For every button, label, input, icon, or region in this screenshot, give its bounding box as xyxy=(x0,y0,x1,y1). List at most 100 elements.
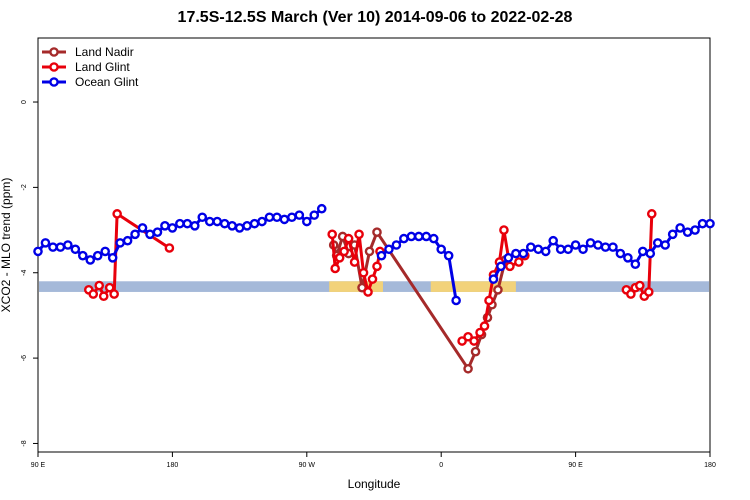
y-tick-label: 0 xyxy=(21,100,28,104)
data-point-land-glint xyxy=(635,280,645,291)
data-point-ocean-glint xyxy=(122,235,133,246)
data-point-ocean-glint xyxy=(204,216,215,227)
data-point-ocean-glint xyxy=(85,255,96,265)
series-land-glint xyxy=(83,209,657,346)
x-tick-label: 90 E xyxy=(31,462,46,469)
data-point-land-nadir xyxy=(493,285,503,295)
series-layer xyxy=(33,203,715,374)
data-point-ocean-glint xyxy=(294,210,305,220)
data-point-ocean-glint xyxy=(518,248,529,259)
data-point-ocean-glint xyxy=(645,248,656,259)
data-point-ocean-glint xyxy=(503,253,514,263)
data-point-ocean-glint xyxy=(175,218,185,229)
data-point-land-glint xyxy=(475,327,485,338)
data-point-ocean-glint xyxy=(167,223,178,233)
x-tick-label: 0 xyxy=(439,462,443,469)
data-point-ocean-glint xyxy=(488,274,499,284)
surface-band xyxy=(39,281,709,292)
data-point-ocean-glint xyxy=(189,220,200,231)
data-point-ocean-glint xyxy=(234,223,245,233)
data-point-land-glint xyxy=(484,295,494,306)
legend-label: Land Glint xyxy=(75,60,130,74)
data-point-ocean-glint xyxy=(100,246,110,257)
data-point-ocean-glint xyxy=(160,220,170,231)
legend-item-land-nadir: Land Nadir xyxy=(42,45,134,59)
data-point-land-glint xyxy=(505,261,515,272)
data-point-ocean-glint xyxy=(212,216,222,227)
data-point-land-nadir xyxy=(364,246,375,257)
data-point-ocean-glint xyxy=(638,246,648,257)
data-point-ocean-glint xyxy=(78,250,88,261)
data-point-ocean-glint xyxy=(630,259,641,270)
data-point-land-glint xyxy=(327,229,337,240)
data-point-ocean-glint xyxy=(570,240,581,250)
data-point-ocean-glint xyxy=(242,220,252,231)
data-point-land-glint xyxy=(98,291,109,302)
x-axis: 90 E 180 90 W 0 90 E 180 xyxy=(31,452,716,469)
data-point-ocean-glint xyxy=(107,253,118,263)
data-point-land-glint xyxy=(358,267,369,278)
data-point-ocean-glint xyxy=(301,216,312,227)
data-point-ocean-glint xyxy=(496,261,506,272)
data-point-ocean-glint xyxy=(675,223,685,233)
data-point-ocean-glint xyxy=(443,250,454,261)
data-point-ocean-glint xyxy=(249,218,260,229)
series-ocean-glint xyxy=(33,203,715,306)
data-point-land-glint xyxy=(479,321,490,331)
y-axis: 0 -2 -4 -6 -8 xyxy=(21,100,38,447)
data-point-ocean-glint xyxy=(115,238,125,248)
band-land xyxy=(430,281,516,292)
data-point-ocean-glint xyxy=(219,218,230,229)
data-point-ocean-glint xyxy=(197,212,208,223)
data-point-land-glint xyxy=(112,209,122,219)
data-point-ocean-glint xyxy=(137,223,148,233)
data-point-land-glint xyxy=(367,274,378,284)
data-point-ocean-glint xyxy=(145,229,155,240)
data-point-ocean-glint xyxy=(526,242,536,252)
data-point-land-glint xyxy=(469,336,479,346)
data-point-ocean-glint xyxy=(413,231,424,242)
data-point-ocean-glint xyxy=(585,238,596,248)
data-point-ocean-glint xyxy=(309,210,320,220)
data-point-land-glint xyxy=(457,336,467,346)
data-point-ocean-glint xyxy=(555,244,566,255)
data-point-ocean-glint xyxy=(593,240,603,250)
legend-label: Land Nadir xyxy=(75,45,134,59)
data-point-land-nadir xyxy=(470,346,481,357)
data-point-land-glint xyxy=(363,287,373,297)
data-point-land-glint xyxy=(643,287,654,297)
data-point-ocean-glint xyxy=(316,203,327,214)
data-point-ocean-glint xyxy=(264,212,275,223)
data-point-land-glint xyxy=(514,257,524,267)
data-point-land-glint xyxy=(94,280,105,291)
data-point-land-glint xyxy=(463,331,473,342)
data-point-ocean-glint xyxy=(257,216,267,227)
data-point-ocean-glint xyxy=(279,214,290,225)
data-point-ocean-glint xyxy=(578,244,588,255)
data-point-ocean-glint xyxy=(511,248,521,259)
data-point-ocean-glint xyxy=(690,225,700,235)
legend-marker xyxy=(49,77,59,87)
data-point-ocean-glint xyxy=(272,212,282,223)
data-point-ocean-glint xyxy=(705,218,715,229)
data-point-land-glint xyxy=(330,263,340,274)
y-axis-label: XCO2 - MLO trend (ppm) xyxy=(0,178,13,313)
data-point-ocean-glint xyxy=(540,246,551,257)
series-line-land-glint xyxy=(87,211,654,344)
data-point-land-glint xyxy=(164,243,175,253)
data-point-ocean-glint xyxy=(33,246,43,257)
data-point-land-glint xyxy=(339,246,349,257)
data-point-ocean-glint xyxy=(152,227,163,237)
y-tick-label: -8 xyxy=(21,440,28,446)
data-point-ocean-glint xyxy=(600,242,611,252)
data-point-ocean-glint xyxy=(660,240,671,250)
data-point-ocean-glint xyxy=(130,229,140,240)
data-point-ocean-glint xyxy=(697,218,708,229)
data-point-ocean-glint xyxy=(48,242,58,252)
data-point-ocean-glint xyxy=(451,295,461,306)
data-point-ocean-glint xyxy=(399,233,409,244)
data-point-ocean-glint xyxy=(63,240,73,250)
data-point-land-glint xyxy=(109,289,119,299)
